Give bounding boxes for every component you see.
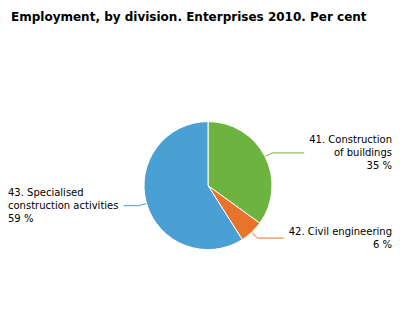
svg-text:41. Construction: 41. Construction [309,134,392,145]
svg-text:Employment, by division. Enter: Employment, by division. Enterprises 201… [11,10,367,24]
svg-text:of buildings: of buildings [334,147,392,158]
svg-text:35 %: 35 % [367,160,392,171]
svg-text:42. Civil engineering: 42. Civil engineering [289,226,392,237]
svg-text:6 %: 6 % [373,239,392,250]
svg-text:59 %: 59 % [8,213,33,224]
svg-text:43. Specialised: 43. Specialised [8,187,84,198]
svg-text:construction activities: construction activities [8,200,118,211]
